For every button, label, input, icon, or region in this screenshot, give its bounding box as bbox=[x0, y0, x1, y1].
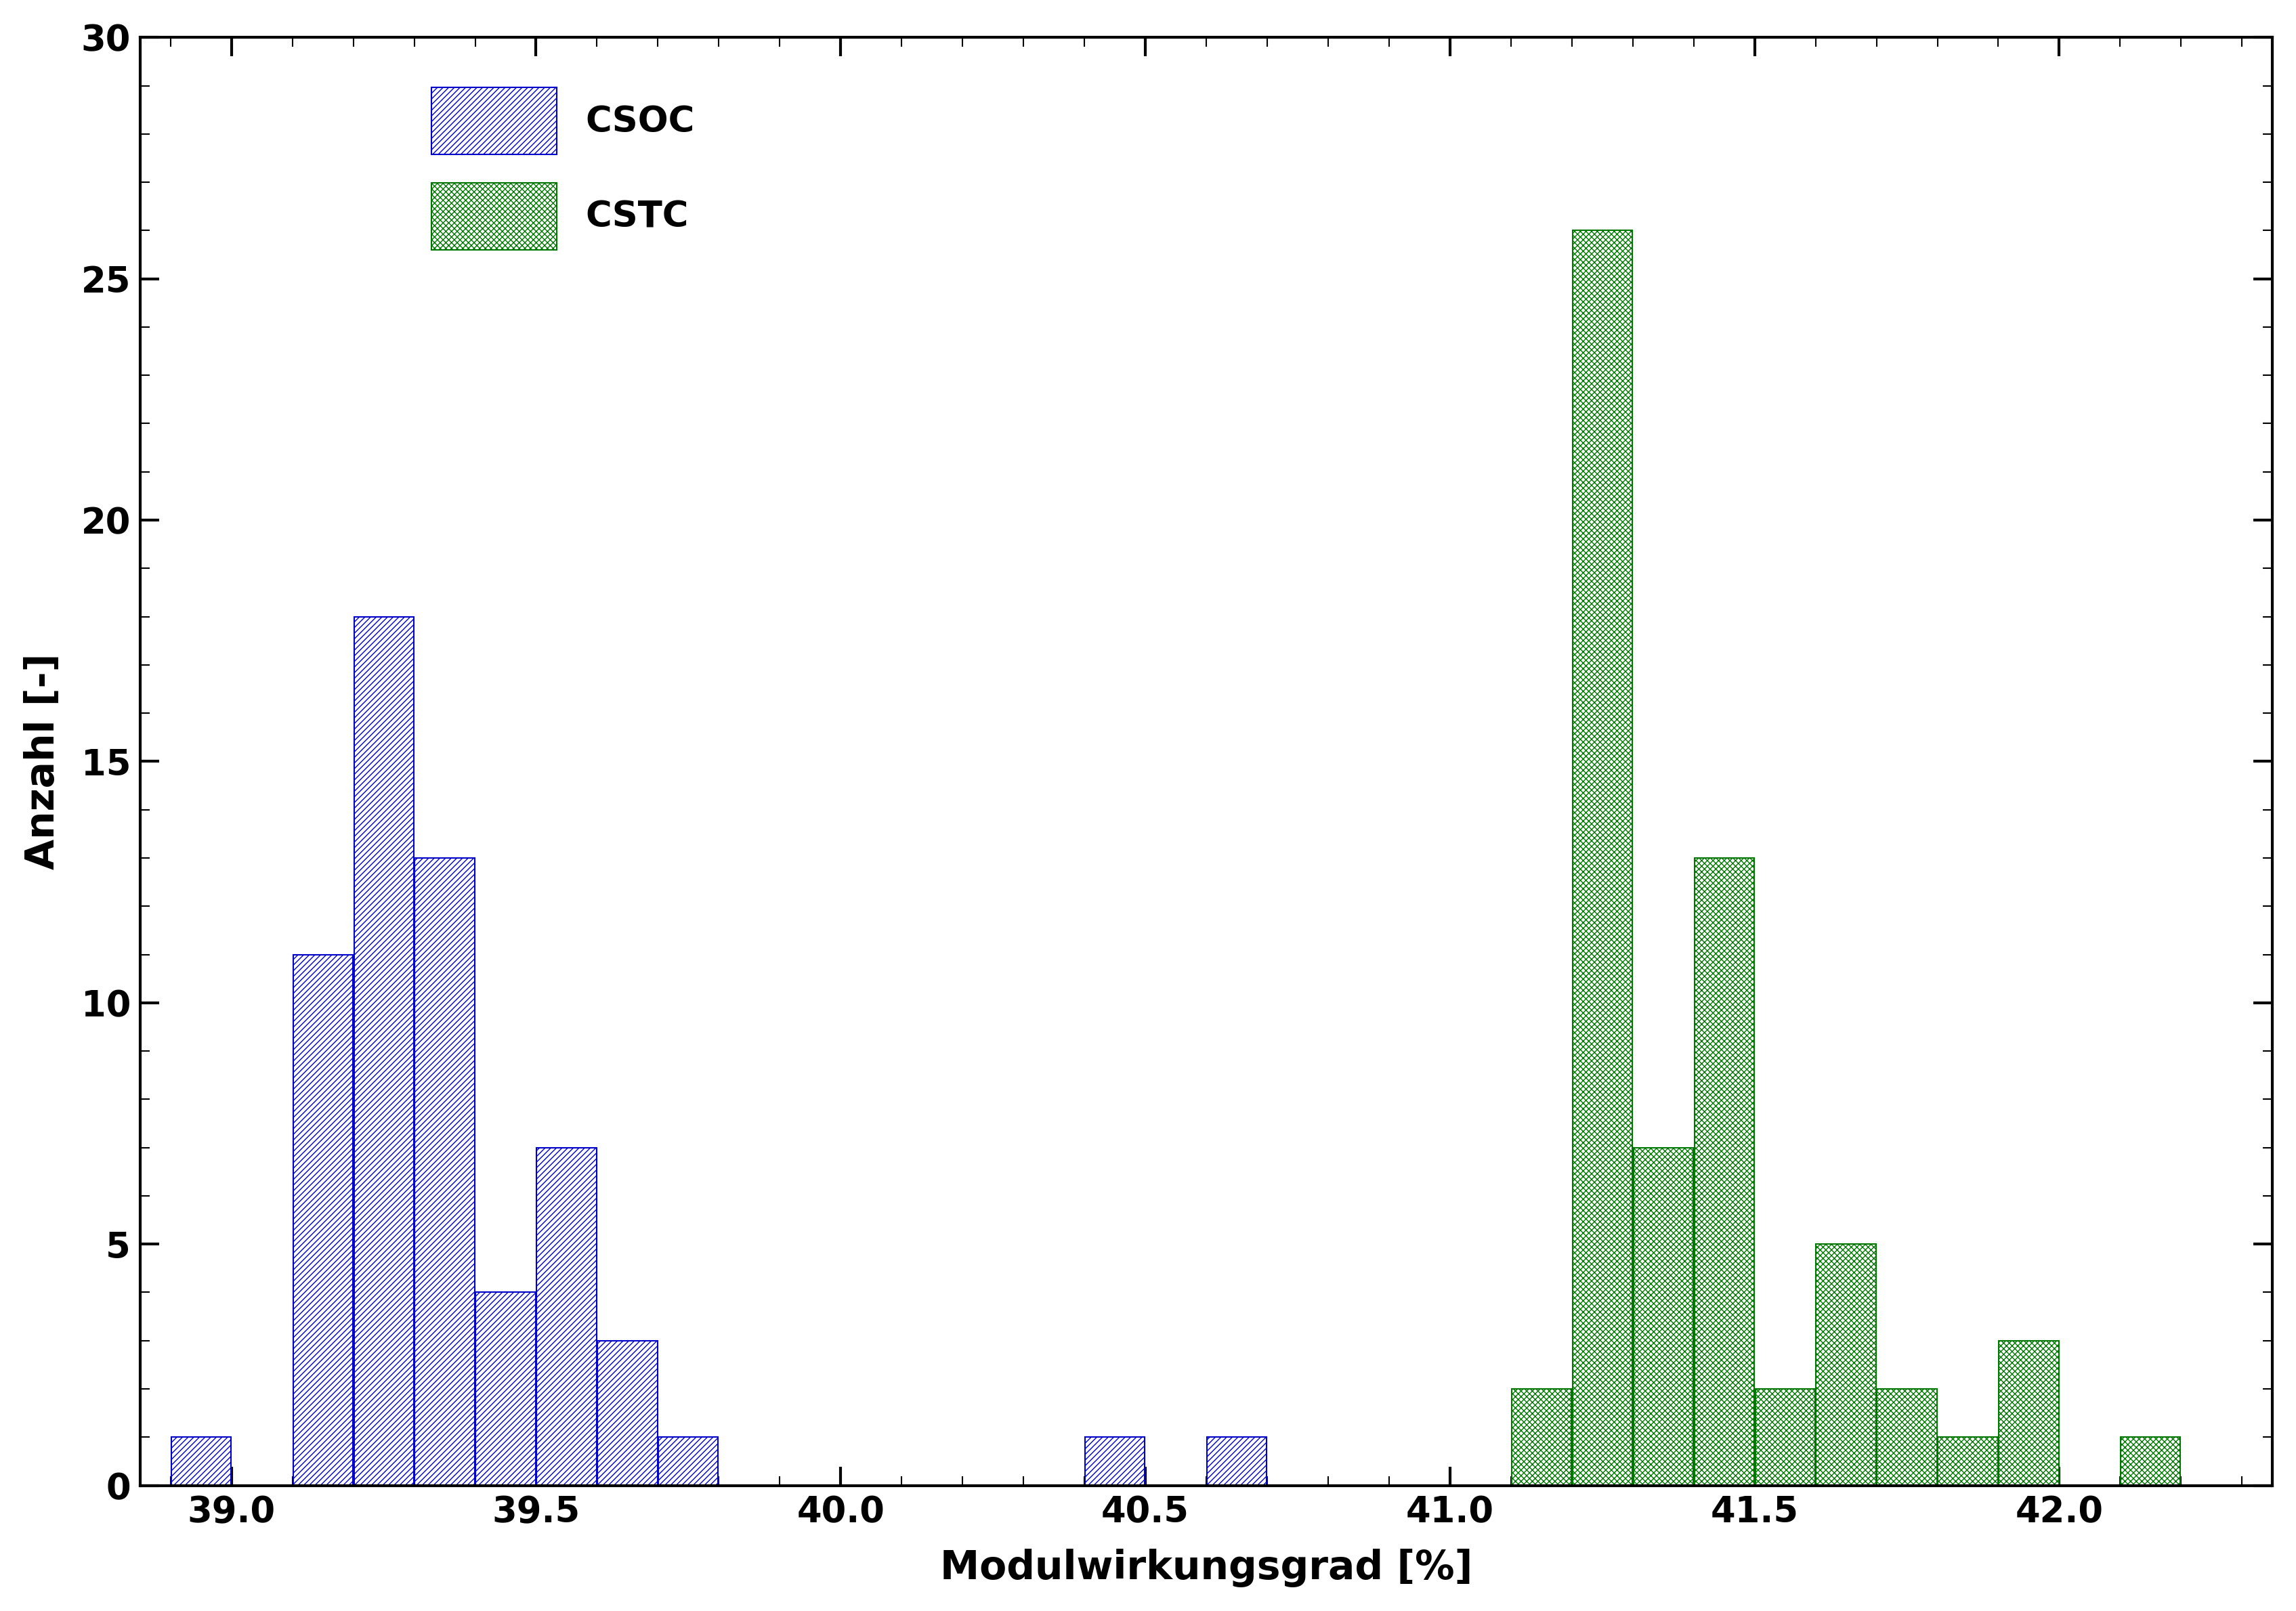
Bar bbox=[1086, 1437, 1146, 1485]
Bar bbox=[416, 859, 475, 1485]
Bar bbox=[1573, 230, 1632, 1485]
Bar bbox=[172, 1437, 232, 1485]
Bar bbox=[1511, 1389, 1570, 1485]
Bar bbox=[354, 617, 413, 1485]
Legend: CSOC, CSTC: CSOC, CSTC bbox=[413, 69, 712, 267]
Bar bbox=[659, 1437, 719, 1485]
Bar bbox=[1632, 1147, 1692, 1485]
Bar bbox=[1878, 1389, 1938, 1485]
X-axis label: Modulwirkungsgrad [%]: Modulwirkungsgrad [%] bbox=[939, 1548, 1472, 1587]
Bar bbox=[2000, 1340, 2060, 1485]
Bar bbox=[2122, 1437, 2181, 1485]
Bar bbox=[597, 1340, 657, 1485]
Bar bbox=[1938, 1437, 1998, 1485]
Bar bbox=[294, 954, 354, 1485]
Bar bbox=[1816, 1244, 1876, 1485]
Bar bbox=[1208, 1437, 1267, 1485]
Bar bbox=[1754, 1389, 1814, 1485]
Bar bbox=[475, 1292, 535, 1485]
Bar bbox=[537, 1147, 597, 1485]
Y-axis label: Anzahl [-]: Anzahl [-] bbox=[23, 654, 62, 870]
Bar bbox=[1694, 859, 1754, 1485]
